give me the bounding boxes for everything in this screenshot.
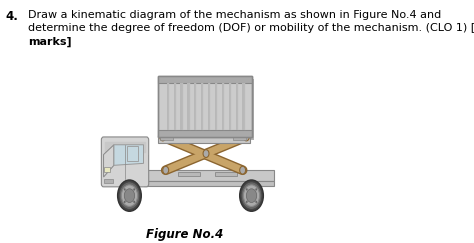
Circle shape [243,133,249,141]
Circle shape [124,201,126,203]
Bar [167,83,169,130]
Bar [215,172,237,176]
Polygon shape [114,145,144,165]
Circle shape [255,201,257,203]
Circle shape [203,150,209,157]
Circle shape [241,182,262,209]
Bar [157,76,252,137]
Bar [104,167,110,172]
Bar [178,172,200,176]
Bar [208,83,210,130]
Circle shape [243,185,260,206]
Text: marks]: marks] [28,37,72,47]
Circle shape [246,201,248,203]
Bar [157,76,252,83]
Bar [242,83,245,130]
Bar [222,83,224,130]
Bar [201,83,203,130]
Circle shape [163,166,169,174]
Bar [160,136,173,140]
Circle shape [240,166,246,174]
Polygon shape [105,142,145,152]
Bar [127,146,137,161]
Bar [157,130,252,137]
Text: determine the degree of freedom (DOF) or mobility of the mechanism. (CLO 1) [10: determine the degree of freedom (DOF) or… [28,24,474,34]
Bar [144,181,273,186]
Bar [173,83,176,130]
Circle shape [246,189,257,202]
Circle shape [133,201,135,203]
Bar [157,76,252,137]
Bar [157,135,250,143]
Circle shape [160,133,166,141]
Circle shape [121,185,137,206]
Circle shape [124,189,135,202]
Circle shape [118,180,141,211]
Circle shape [240,180,264,211]
Bar [104,179,113,183]
Bar [160,79,254,140]
Bar [233,136,246,140]
Circle shape [133,188,135,191]
Bar [187,83,190,130]
Circle shape [124,188,126,191]
Text: Figure No.4: Figure No.4 [146,228,224,241]
Bar [228,83,231,130]
Circle shape [246,188,248,191]
Bar [181,83,182,130]
FancyBboxPatch shape [101,137,149,187]
Bar [144,155,148,174]
Bar [194,83,196,130]
Bar [144,170,273,181]
Bar [236,83,238,130]
Text: Draw a kinematic diagram of the mechanism as shown in Figure No.4 and: Draw a kinematic diagram of the mechanis… [28,10,441,20]
Bar [215,83,217,130]
Polygon shape [103,145,114,177]
Text: 4.: 4. [6,10,19,23]
Circle shape [255,188,257,191]
Circle shape [119,182,140,209]
